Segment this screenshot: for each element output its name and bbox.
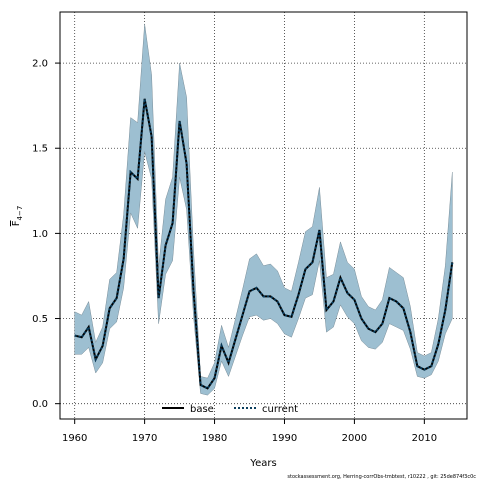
x-tick-label: 2010 (412, 433, 437, 444)
y-axis-title-main: F (11, 220, 22, 226)
legend-label-base: base (190, 404, 214, 415)
x-tick-label: 1990 (272, 433, 297, 444)
y-axis-title-sub: 4−7 (16, 206, 24, 221)
x-tick-label: 2000 (342, 433, 367, 444)
grid-lines (60, 12, 467, 419)
legend-label-current: current (262, 404, 298, 415)
svg-text:F4−7: F4−7 (11, 206, 24, 227)
series-line-current (74, 98, 454, 390)
y-tick-label: 0.5 (32, 314, 48, 325)
x-tick-label: 1980 (202, 433, 227, 444)
y-tick-label: 1.0 (32, 229, 48, 240)
x-axis-title: Years (249, 458, 276, 469)
y-axis: 0.0 0.5 1.0 1.5 2.0 (32, 59, 60, 410)
confidence-band-area (74, 23, 453, 396)
y-tick-label: 1.5 (32, 144, 48, 155)
plot-frame (59, 11, 468, 420)
legend: base current (162, 404, 298, 415)
y-tick-label: 2.0 (32, 59, 48, 70)
y-axis-title: F4−7 (11, 206, 24, 227)
x-tick-label: 1960 (62, 433, 87, 444)
series-lines (74, 98, 454, 390)
x-tick-label: 1970 (132, 433, 157, 444)
footer-note: stockassessment.org, Herring-corrObs-tmb… (287, 474, 476, 480)
y-tick-label: 0.0 (32, 399, 48, 410)
confidence-band (74, 23, 453, 396)
x-axis: 1960 1970 1980 1990 2000 2010 (62, 419, 437, 444)
